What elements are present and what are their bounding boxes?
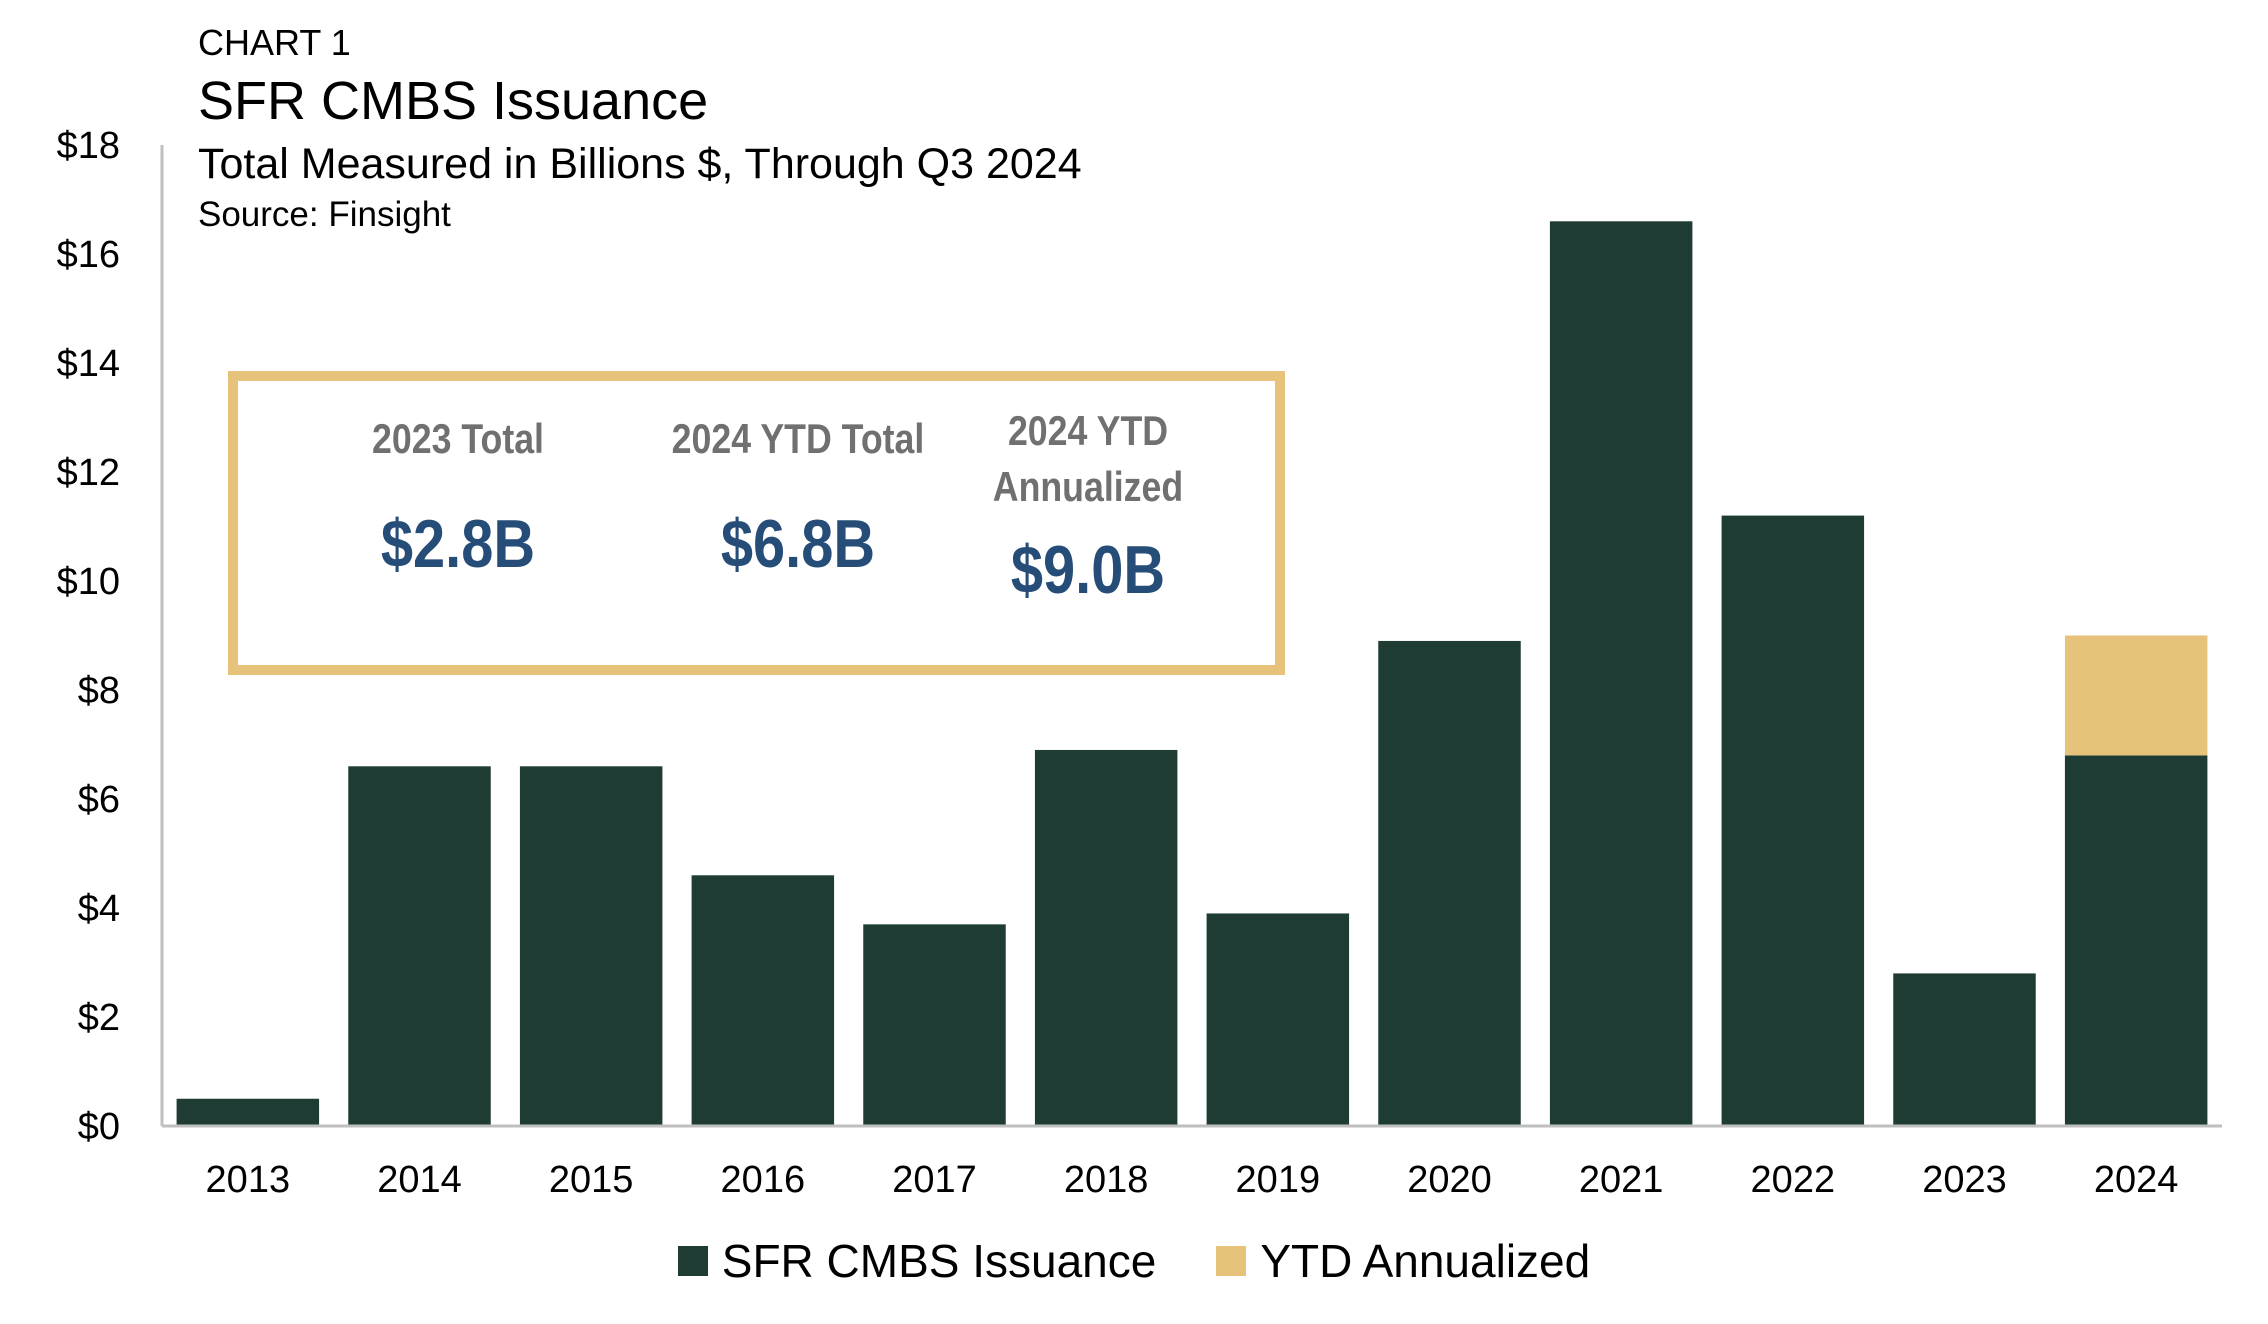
x-tick-label: 2016 [721, 1159, 806, 1201]
x-tick-label: 2019 [1236, 1159, 1321, 1201]
y-tick-label: $6 [78, 779, 120, 821]
stat-label: 2023 Total [372, 415, 544, 462]
bar-2017-issuance [863, 924, 1006, 1126]
y-tick-label: $0 [78, 1106, 120, 1148]
stat-2023-total: 2023 Total $2.8B [268, 411, 648, 583]
x-tick-label: 2017 [892, 1159, 977, 1201]
y-tick-label: $2 [78, 997, 120, 1039]
x-tick-label: 2013 [206, 1159, 291, 1201]
x-axis: 2013 2014 2015 2016 2017 2018 2019 2020 2021 2022… [162, 1124, 2222, 1201]
stat-value: $2.8B [380, 506, 536, 582]
bar-2014-issuance [348, 766, 491, 1126]
y-tick-label: $8 [78, 670, 120, 712]
y-tick-label: $14 [57, 343, 120, 385]
legend-swatch-annualized [1216, 1246, 1247, 1276]
bar-2024-issuance [2064, 755, 2208, 1126]
bar-2015-issuance [519, 766, 663, 1126]
stat-value: $9.0B [1010, 532, 1166, 608]
stat-value: $6.8B [720, 506, 876, 582]
stat-label: 2024 YTD Total [671, 415, 925, 462]
y-tick-label: $16 [57, 234, 120, 276]
bar-2019-issuance [1206, 913, 1350, 1126]
legend-label: YTD Annualized [1260, 1235, 1591, 1287]
x-tick-label: 2014 [377, 1159, 462, 1201]
y-tick-label: $12 [57, 452, 120, 494]
x-tick-label: 2018 [1064, 1159, 1149, 1201]
stat-2024-ytd-annualized: 2024 YTD Annualized $9.0B [938, 403, 1238, 609]
chart-title: SFR CMBS Issuance [198, 71, 709, 131]
legend-item-issuance: SFR CMBS Issuance [677, 1234, 1157, 1288]
x-tick-label: 2021 [1579, 1159, 1664, 1201]
bar-2020-issuance [1378, 640, 1521, 1126]
legend: SFR CMBS Issuance YTD Annualized [0, 1234, 2268, 1288]
y-tick-label: $10 [57, 561, 120, 603]
chart-subtitle: Total Measured in Billions $, Through Q3… [198, 140, 1082, 188]
legend-swatch-issuance [677, 1246, 708, 1276]
y-tick-label: $18 [57, 125, 120, 167]
x-tick-label: 2023 [1922, 1159, 2007, 1201]
y-tick-label: $4 [78, 888, 120, 930]
x-tick-label: 2024 [2094, 1159, 2179, 1201]
x-tick-label: 2020 [1407, 1159, 1492, 1201]
bar-2016-issuance [691, 875, 835, 1126]
stat-label: 2024 YTD Annualized [992, 407, 1184, 510]
bar-2024-annualized [2064, 635, 2208, 756]
y-axis: $0 $2 $4 $6 $8 $10 $12 $14 $16 $18 [57, 125, 164, 1148]
bar-2018-issuance [1034, 749, 1178, 1126]
bar-2022-issuance [1721, 515, 1865, 1126]
chart-source: Source: Finsight [198, 195, 451, 234]
bars [176, 221, 2208, 1127]
bar-2021-issuance [1549, 221, 1693, 1127]
stat-2024-ytd-total: 2024 YTD Total $6.8B [608, 411, 988, 583]
chart-label: CHART 1 [198, 22, 351, 63]
x-tick-label: 2022 [1751, 1159, 1836, 1201]
x-tick-label: 2015 [549, 1159, 634, 1201]
bar-2013-issuance [176, 1098, 320, 1126]
bar-2023-issuance [1893, 973, 2036, 1126]
legend-item-annualized: YTD Annualized [1216, 1234, 1590, 1288]
legend-label: SFR CMBS Issuance [721, 1235, 1157, 1287]
summary-callout-box: 2023 Total $2.8B 2024 YTD Total $6.8B 20… [228, 371, 1285, 675]
